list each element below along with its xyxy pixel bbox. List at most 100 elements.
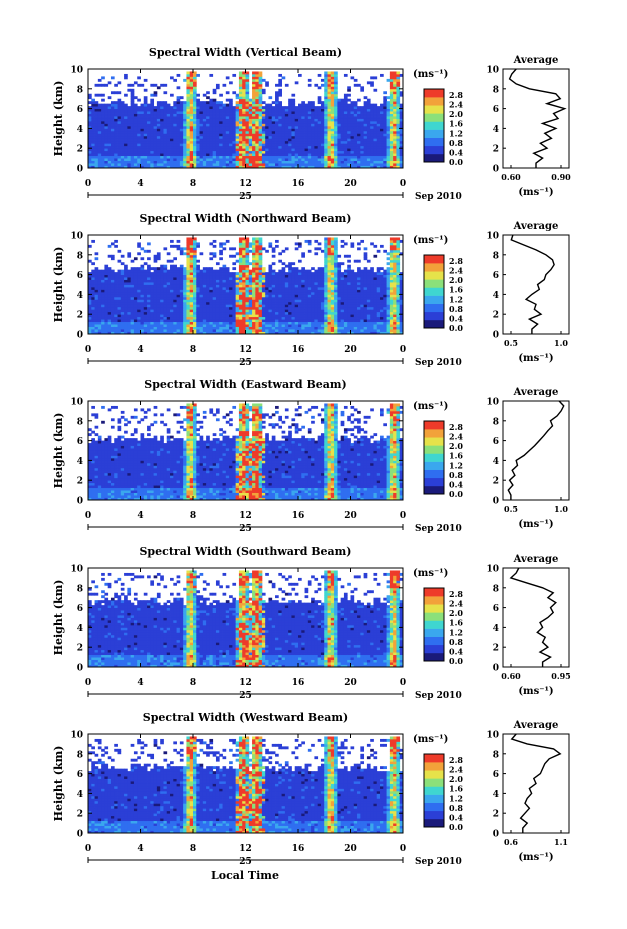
heatmap-cell (183, 319, 187, 322)
heatmap-cell (150, 84, 154, 87)
heatmap-cell (246, 131, 250, 134)
heatmap-cell (285, 307, 289, 310)
heatmap-cell (344, 133, 348, 136)
heatmap-cell (91, 287, 95, 290)
heatmap-cell (252, 277, 256, 280)
heatmap-cell (193, 91, 197, 94)
heatmap-cell (206, 312, 210, 315)
heatmap-cell (305, 121, 309, 124)
heatmap-cell (383, 151, 387, 154)
heatmap-cell (173, 324, 177, 327)
heatmap-cell (157, 277, 161, 280)
heatmap-cell (219, 126, 223, 129)
heatmap-cell (305, 151, 309, 154)
heatmap-cell (190, 247, 194, 250)
heatmap-cell (229, 280, 233, 283)
heatmap-cell (183, 317, 187, 320)
heatmap-cell (141, 289, 145, 292)
heatmap-cell (209, 289, 213, 292)
heatmap-cell (209, 242, 213, 245)
heatmap-cell (196, 307, 200, 310)
heatmap-cell (255, 89, 259, 92)
heatmap-cell (213, 289, 217, 292)
heatmap-cell (124, 104, 128, 107)
heatmap-cell (216, 136, 220, 139)
heatmap-cell (334, 136, 338, 139)
heatmap-cell (186, 324, 190, 327)
heatmap-cell (213, 121, 217, 124)
heatmap-cell (226, 156, 230, 159)
heatmap-cell (219, 101, 223, 104)
heatmap-cell (328, 123, 332, 126)
heatmap-cell (252, 111, 256, 114)
heatmap-cell (177, 153, 181, 156)
heatmap-cell (236, 322, 240, 325)
heatmap-cell (193, 270, 197, 273)
heatmap-cell (157, 304, 161, 307)
heatmap-cell (203, 312, 207, 315)
heatmap-cell (118, 314, 122, 317)
heatmap-cell (98, 272, 102, 275)
heatmap-cell (275, 141, 279, 144)
heatmap-cell (301, 294, 305, 297)
heatmap-cell (370, 161, 374, 164)
heatmap-cell (288, 146, 292, 149)
heatmap-cell (141, 267, 145, 270)
heatmap-cell (285, 297, 289, 300)
heatmap-cell (193, 136, 197, 139)
heatmap-cell (357, 161, 361, 164)
heatmap-cell (383, 121, 387, 124)
heatmap-cell (91, 304, 95, 307)
heatmap-cell (147, 312, 151, 315)
heatmap-cell (232, 116, 236, 119)
heatmap-cell (196, 111, 200, 114)
heatmap-cell (288, 299, 292, 302)
heatmap-cell (285, 275, 289, 278)
heatmap-cell (275, 119, 279, 122)
heatmap-cell (98, 302, 102, 305)
heatmap-cell (121, 307, 125, 310)
heatmap-cell (262, 151, 266, 154)
heatmap-cell (209, 111, 213, 114)
heatmap-cell (255, 304, 259, 307)
heatmap-cell (183, 324, 187, 327)
heatmap-cell (131, 91, 135, 94)
heatmap-cell (190, 242, 194, 245)
heatmap-cell (121, 121, 125, 124)
heatmap-cell (101, 289, 105, 292)
heatmap-cell (101, 133, 105, 136)
heatmap-cell (95, 136, 99, 139)
heatmap-cell (229, 307, 233, 310)
heatmap-cell (190, 324, 194, 327)
heatmap-cell (344, 101, 348, 104)
heatmap-cell (180, 292, 184, 295)
heatmap-cell (144, 151, 148, 154)
heatmap-cell (141, 128, 145, 131)
heatmap-cell (262, 280, 266, 283)
heatmap-cell (226, 314, 230, 317)
heatmap-cell (367, 128, 371, 131)
heatmap-cell (341, 143, 345, 146)
heatmap-cell (311, 109, 315, 112)
heatmap-cell (101, 307, 105, 310)
heatmap-cell (157, 151, 161, 154)
heatmap-cell (160, 312, 164, 315)
heatmap-cell (206, 299, 210, 302)
heatmap-cell (186, 151, 190, 154)
heatmap-cell (295, 289, 299, 292)
heatmap-cell (108, 109, 112, 112)
heatmap-cell (95, 285, 99, 288)
heatmap-cell (209, 158, 213, 161)
heatmap-cell (298, 128, 302, 131)
heatmap-cell (111, 242, 115, 245)
heatmap-cell (137, 289, 141, 292)
heatmap-cell (200, 277, 204, 280)
heatmap-cell (236, 277, 240, 280)
heatmap-cell (223, 319, 227, 322)
heatmap-cell (193, 265, 197, 268)
heatmap-cell (131, 106, 135, 109)
heatmap-cell (137, 277, 141, 280)
heatmap-cell (180, 297, 184, 300)
heatmap-cell (193, 148, 197, 151)
heatmap-cell (262, 116, 266, 119)
